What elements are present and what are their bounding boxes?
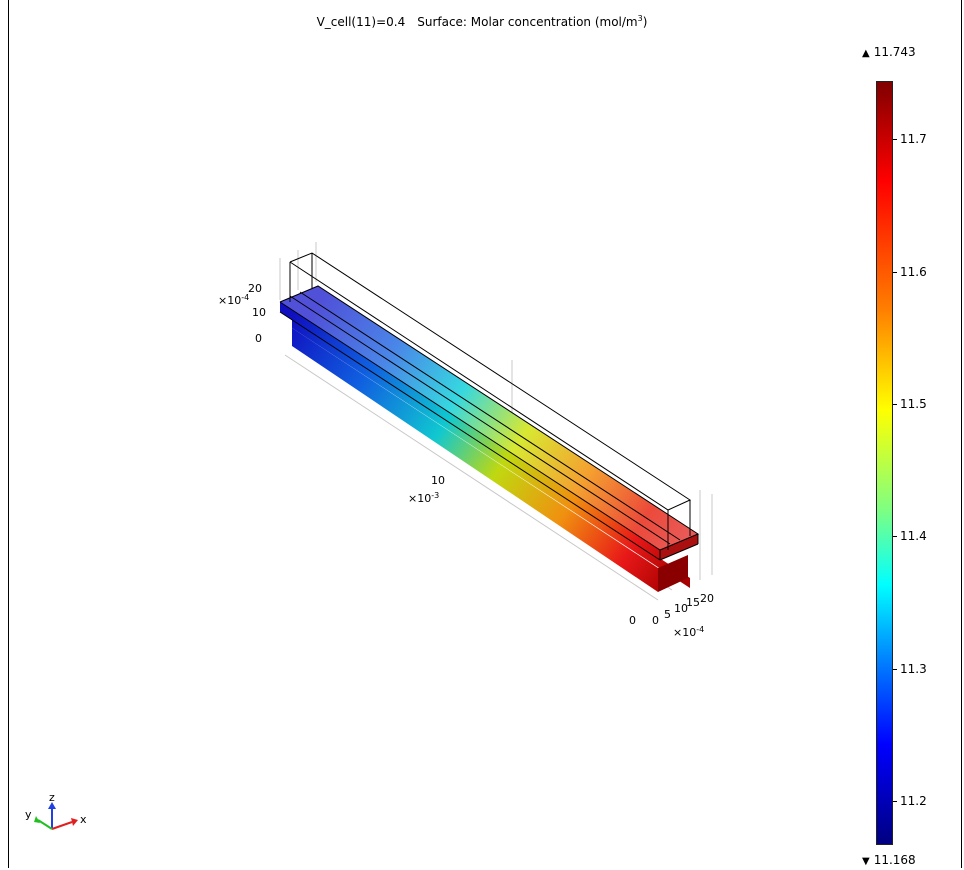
plot-title-surface: Surface: Molar concentration (mol/m [417,15,638,29]
plot-title-expression: V_cell(11)=0.4 [316,15,406,29]
wireframe-edges [279,252,700,561]
colorbar [876,81,893,845]
z-axis-tick: 10 [252,306,266,319]
y-axis-tick: 5 [664,608,671,621]
colorbar-max-label: 11.743 [873,45,916,59]
triad-z-label: z [49,791,55,804]
z-axis-tick: 0 [255,332,262,345]
colorbar-tick-label: 11.5 [900,397,927,411]
colorbar-tick [893,139,897,140]
x-axis-origin: 0 [629,614,636,627]
colorbar-tick-label: 11.7 [900,132,927,146]
colorbar-tick [893,669,897,670]
colorbar-tick-label: 11.4 [900,529,927,543]
axis-orientation-triad: z x y [25,791,87,830]
slab-end-face [660,534,698,560]
triad-y-arrow-icon [34,816,40,823]
lower-block-front [292,318,690,588]
y-axis-tick: 15 [686,596,700,609]
colorbar-tick-label: 11.3 [900,662,927,676]
triad-y-label: y [25,808,32,821]
colorbar-min: ▼ 11.168 [862,853,916,867]
y-axis-labels: 0 5 10 15 20 ×10-4 [652,592,714,639]
up-triangle-icon: ▲ [862,48,870,59]
triad-x-arrow-icon [71,818,78,826]
colorbar-tick [893,536,897,537]
colorbar-min-label: 11.168 [873,853,916,867]
colorbar-tick [893,801,897,802]
z-axis-scale: ×10-4 [218,293,249,307]
triad-x-label: x [80,813,87,826]
lower-block-side [292,328,658,592]
z-axis-tick: 20 [248,282,262,295]
heat-domain [280,286,698,592]
colorbar-tick [893,272,897,273]
triad-y-axis [37,819,53,830]
colorbar-tick [893,404,897,405]
colorbar-tick-label: 11.6 [900,265,927,279]
slab-front-face [280,302,660,560]
lower-block-end [658,555,688,592]
colorbar-max: ▲ 11.743 [862,45,916,59]
x-axis-tick: 10 [431,474,445,487]
z-axis-labels: ×10-4 20 10 0 [218,282,266,345]
y-axis-tick: 0 [652,614,659,627]
y-axis-scale: ×10-4 [673,625,704,639]
x-axis-scale: ×10-3 [408,491,439,505]
plot-title-close: ) [642,15,648,29]
x-axis-labels: 10 ×10-3 0 [408,474,636,627]
plot-title-superscript: 3 [637,14,643,23]
triad-x-axis [51,821,73,830]
down-triangle-icon: ▼ [862,856,870,867]
colorbar-tick-label: 11.2 [900,794,927,808]
y-axis-tick: 20 [700,592,714,605]
plot-title: V_cell(11)=0.4 Surface: Molar concentrati… [0,14,964,29]
y-axis-tick: 10 [674,602,688,615]
triad-z-arrow-icon [48,802,56,809]
